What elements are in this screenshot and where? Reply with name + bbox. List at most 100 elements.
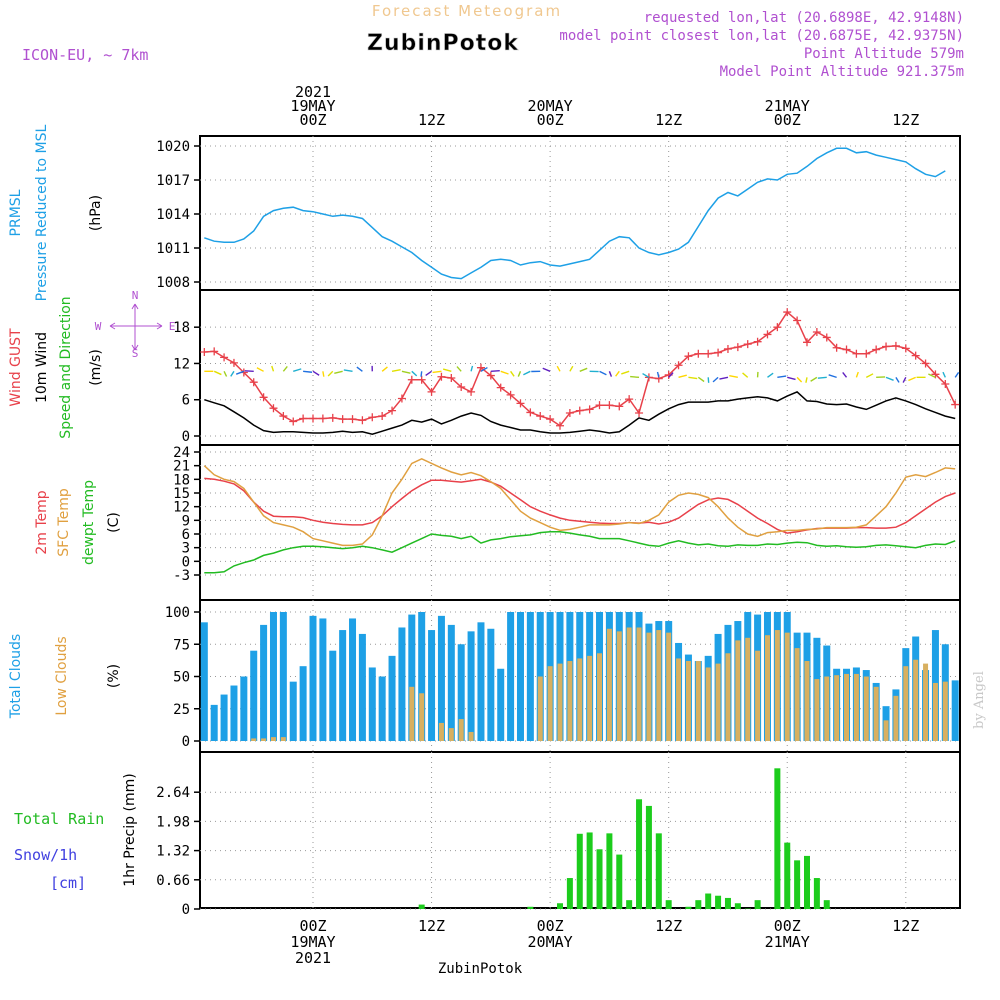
wind-arrow — [470, 365, 474, 372]
gust-marker — [368, 413, 377, 422]
wind-arrow — [579, 367, 588, 372]
y-tick-label: 18 — [173, 320, 190, 336]
y-tick-label: 1017 — [156, 173, 190, 189]
bar-clouds-1 — [646, 632, 652, 741]
time-label-top: 00Z — [537, 111, 564, 129]
wind-arrow — [569, 365, 574, 372]
bar-clouds-0 — [437, 615, 445, 741]
y-tick-label: 9 — [182, 513, 190, 529]
bar-precip-0 — [557, 903, 563, 909]
gust-marker — [565, 409, 574, 418]
y-axis-label: (%) — [106, 664, 122, 688]
footer-location: ZubinPotok — [438, 961, 523, 977]
time-label-bottom: 21MAY — [765, 933, 810, 951]
y-tick-label: 0.66 — [156, 873, 190, 889]
gust-marker — [476, 363, 485, 372]
wind-arrow — [230, 370, 235, 377]
bar-precip-0 — [813, 878, 820, 909]
gust-marker — [437, 372, 446, 381]
y-axis-label: Speed and Direction — [58, 296, 74, 438]
bar-clouds-0 — [487, 628, 495, 741]
wind-arrow — [697, 376, 705, 383]
gust-marker — [882, 342, 891, 351]
time-label-top: 20MAY — [528, 97, 573, 115]
wind-arrow — [356, 366, 363, 372]
requested-coords: requested lon,lat (20.6898E, 42.9148N) — [644, 10, 964, 26]
wind-arrow — [456, 366, 462, 372]
bar-clouds-0 — [309, 615, 317, 741]
bar-clouds-1 — [784, 632, 790, 741]
time-label-top: 12Z — [418, 111, 445, 129]
product-title: Forecast Meteogram — [372, 2, 562, 20]
gust-marker — [358, 416, 367, 425]
gust-marker — [388, 406, 397, 415]
time-label-bottom: 00Z — [537, 917, 564, 935]
gust-marker — [269, 404, 278, 413]
gust-marker — [872, 345, 881, 354]
wind-arrow — [742, 372, 749, 378]
wind-arrow — [327, 370, 334, 377]
panel-wind: 0 6 12 18 N S W E Wind GUST 10m Wind Speed and Dir… — [8, 289, 961, 446]
gust-marker — [783, 308, 792, 317]
bar-precip-0 — [616, 854, 623, 909]
gust-marker — [773, 323, 782, 332]
bar-clouds-0 — [349, 618, 357, 741]
wind-arrow — [787, 376, 796, 381]
bar-clouds-0 — [418, 612, 426, 741]
bar-precip-0 — [823, 900, 830, 909]
gust-marker — [625, 395, 634, 404]
gust-marker — [338, 415, 347, 424]
bar-precip-0 — [655, 833, 662, 909]
gust-marker — [210, 347, 219, 356]
bar-clouds-1 — [270, 737, 276, 741]
bar-clouds-1 — [804, 661, 810, 741]
time-label-bottom: 00Z — [299, 917, 326, 935]
wind-arrow — [817, 376, 827, 379]
gust-marker — [911, 351, 920, 360]
gust-marker — [289, 417, 298, 426]
gust-marker — [585, 405, 594, 414]
wind-arrow — [615, 370, 620, 377]
wind-arrow — [523, 370, 531, 376]
time-label-top: 21MAY — [765, 97, 810, 115]
time-label-bottom: 00Z — [774, 917, 801, 935]
wind-arrow — [490, 369, 500, 373]
bar-precip-0 — [804, 855, 810, 909]
closest-coords: model point closest lon,lat (20.6875E, 4… — [559, 28, 964, 44]
gust-marker — [259, 393, 268, 402]
y-tick-label: 18 — [173, 472, 190, 488]
time-label-bottom: 12Z — [892, 917, 919, 935]
gust-marker — [516, 399, 525, 408]
gust-marker — [249, 378, 258, 387]
wind-arrow — [656, 371, 660, 378]
wind-arrow — [855, 371, 859, 378]
wind-arrow — [271, 365, 275, 372]
gust-marker — [891, 341, 900, 350]
y-axis-label: SFC Temp — [56, 488, 72, 557]
wind-arrow — [213, 370, 222, 376]
time-label-top: 2021 — [295, 83, 331, 101]
wind-arrow — [282, 366, 288, 372]
gust-marker — [328, 413, 337, 422]
wind-arrow — [256, 367, 264, 372]
bar-precip-0 — [606, 833, 613, 909]
y-tick-label: 15 — [173, 486, 190, 502]
time-label-top: 19MAY — [290, 97, 335, 115]
bar-clouds-0 — [368, 667, 376, 741]
wind-arrow — [391, 369, 401, 373]
compass-n: N — [132, 289, 139, 302]
bar-clouds-1 — [735, 640, 741, 741]
bar-clouds-1 — [824, 676, 830, 741]
bar-clouds-1 — [903, 666, 909, 741]
precip-side-label: Total Rain — [14, 810, 104, 828]
bar-clouds-0 — [210, 704, 218, 741]
bar-clouds-1 — [794, 648, 800, 741]
series-line-pressure-0 — [204, 147, 946, 280]
bar-clouds-1 — [557, 663, 563, 741]
wind-arrow — [642, 372, 650, 378]
panel-frame — [199, 444, 961, 601]
point-altitude: Point Altitude 579m — [804, 46, 964, 62]
bar-clouds-1 — [705, 667, 711, 741]
gust-marker — [299, 414, 308, 423]
